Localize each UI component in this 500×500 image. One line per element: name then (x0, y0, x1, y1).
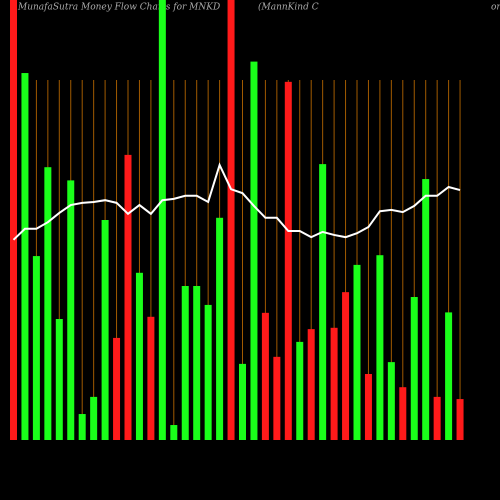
bar (158, 0, 166, 440)
bar (342, 292, 350, 440)
bar (135, 272, 143, 440)
bar (44, 167, 52, 440)
bar (273, 356, 281, 440)
bar (456, 399, 464, 440)
bar (124, 154, 132, 440)
chart-subtitle: (MannKind C (258, 2, 319, 13)
bar (204, 304, 212, 440)
bar (319, 164, 327, 440)
bar (113, 337, 121, 440)
bar (101, 220, 109, 440)
money-flow-line (12, 162, 461, 241)
bar (55, 319, 63, 440)
bar (307, 329, 315, 440)
bar (376, 255, 384, 440)
bar (216, 217, 224, 440)
bar (410, 297, 418, 440)
bar (353, 264, 361, 440)
chart-title-tail: or (491, 3, 500, 13)
bar (193, 286, 201, 440)
chart-title: MunafaSutra Money Flow Charts for MNKD (17, 3, 220, 13)
bar (261, 312, 269, 440)
bar (330, 327, 338, 440)
bar (78, 414, 86, 440)
bar (433, 396, 441, 440)
bar (32, 256, 40, 440)
bar (227, 0, 235, 440)
bar (387, 362, 395, 440)
bar (284, 81, 292, 440)
bar (445, 312, 453, 440)
bar (10, 0, 17, 440)
bar (181, 286, 189, 440)
bar (90, 396, 98, 440)
bar (364, 374, 372, 440)
bar (239, 363, 246, 440)
bar (422, 179, 430, 440)
bar (250, 61, 258, 440)
bar (147, 316, 155, 440)
bar (296, 341, 304, 440)
bar (399, 387, 407, 440)
bar (170, 425, 178, 440)
bar (67, 180, 75, 440)
bar (21, 73, 29, 440)
